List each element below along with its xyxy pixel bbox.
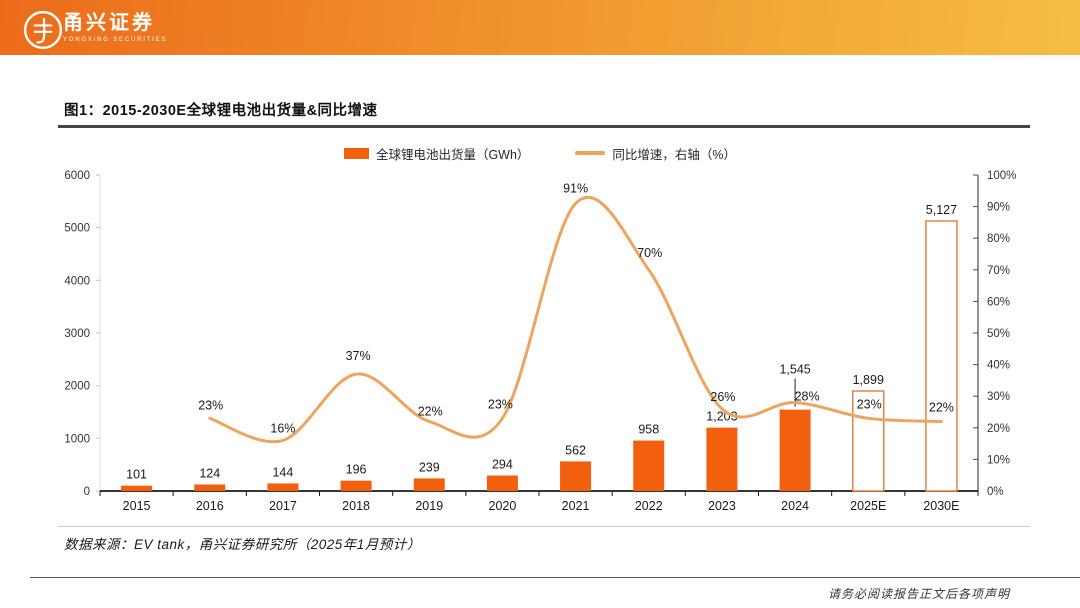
bar-value-label: 1,899 xyxy=(853,373,884,387)
data-source: 数据来源：EV tank，甬兴证券研究所（2025年1月预计） xyxy=(64,537,421,552)
line-series-swatch-icon xyxy=(575,151,606,155)
growth-value-label: 22% xyxy=(418,404,443,418)
right-axis-tick-label: 30% xyxy=(987,391,1010,403)
footer-divider xyxy=(30,577,1080,578)
brand-logo-icon xyxy=(21,8,65,52)
bar-2015 xyxy=(121,485,153,491)
bar-value-label: 958 xyxy=(638,423,659,437)
growth-value-label: 91% xyxy=(563,181,588,195)
left-axis-tick-label: 5000 xyxy=(64,223,90,235)
bar-2030E xyxy=(925,220,958,492)
x-axis-category-label: 2018 xyxy=(342,499,370,513)
right-axis-tick-label: 0% xyxy=(987,486,1004,498)
legend-item-growth: 同比增速，右轴（%） xyxy=(575,144,736,163)
bar-value-label: 196 xyxy=(346,463,367,477)
growth-value-label: 23% xyxy=(857,397,882,411)
bar-series-swatch-icon xyxy=(343,147,369,159)
growth-value-label: 22% xyxy=(929,400,954,414)
disclaimer-note: 请务必阅读报告正文后各项声明 xyxy=(827,587,1010,601)
bar-2018 xyxy=(340,480,372,491)
left-axis-tick-label: 2000 xyxy=(64,381,90,393)
x-axis-category-label: 2024 xyxy=(781,499,809,513)
bar-2017 xyxy=(267,483,299,491)
bar-2016 xyxy=(194,484,226,491)
growth-value-label: 26% xyxy=(710,390,735,404)
right-axis-tick-label: 90% xyxy=(987,202,1010,214)
bar-value-label: 124 xyxy=(199,466,220,480)
chart-legend: 全球锂电池出货量（GWh） 同比增速，右轴（%） xyxy=(0,143,1080,163)
x-axis-category-label: 2030E xyxy=(923,499,959,513)
growth-value-label: 28% xyxy=(795,390,820,404)
bar-2019 xyxy=(413,478,445,491)
bar-2025E xyxy=(852,390,885,492)
right-axis-tick-label: 50% xyxy=(987,328,1010,340)
bar-value-label: 101 xyxy=(126,468,147,482)
legend-item-shipments: 全球锂电池出货量（GWh） xyxy=(343,144,530,163)
right-axis-tick-label: 100% xyxy=(987,170,1016,182)
left-axis-tick-label: 4000 xyxy=(64,275,90,287)
right-axis-tick-label: 80% xyxy=(987,233,1010,245)
growth-value-label: 37% xyxy=(346,349,371,363)
left-axis-tick-label: 0 xyxy=(84,486,90,498)
bar-series-label: 全球锂电池出货量（GWh） xyxy=(375,147,530,162)
bar-2024 xyxy=(779,409,811,491)
bar-value-label: 144 xyxy=(272,465,293,479)
bar-value-label: 1,545 xyxy=(779,363,810,377)
bar-value-label: 562 xyxy=(565,443,586,457)
title-divider xyxy=(58,125,1030,128)
x-axis-category-label: 2019 xyxy=(415,499,443,513)
growth-value-label: 16% xyxy=(270,421,295,435)
left-axis-tick-label: 6000 xyxy=(64,170,90,182)
figure-title: 图1：2015-2030E全球锂电池出货量&同比增速 xyxy=(64,103,378,119)
right-axis-tick-label: 10% xyxy=(987,454,1010,466)
line-series-label: 同比增速，右轴（%） xyxy=(612,147,737,162)
brand-name: 甬兴证券 xyxy=(63,12,155,34)
left-axis-tick-label: 1000 xyxy=(64,433,90,445)
growth-value-label: 70% xyxy=(637,246,662,260)
right-axis-tick-label: 70% xyxy=(987,265,1010,277)
right-axis-tick-label: 40% xyxy=(987,360,1010,372)
right-axis-tick-label: 60% xyxy=(987,296,1010,308)
bar-2021 xyxy=(560,461,592,491)
x-axis-category-label: 2023 xyxy=(708,499,736,513)
x-axis-category-label: 2017 xyxy=(269,499,297,513)
growth-value-label: 23% xyxy=(198,398,223,412)
brand-subtitle: YONGXING SECURITIES xyxy=(63,37,168,43)
bar-2023 xyxy=(706,427,738,491)
x-axis-category-label: 2015 xyxy=(123,499,151,513)
bar-value-label: 294 xyxy=(492,458,513,472)
bar-2020 xyxy=(486,475,518,491)
brand-header: 甬兴证券 YONGXING SECURITIES xyxy=(0,0,1080,55)
combo-chart: 0 1000 2000 3000 4000 5000 6000 0% 10% 20% 30% 40% 5… xyxy=(64,170,1016,513)
x-axis-category-label: 2016 xyxy=(196,499,224,513)
x-axis-category-label: 2022 xyxy=(635,499,663,513)
bar-2022 xyxy=(633,440,665,491)
x-axis-category-label: 2020 xyxy=(489,499,517,513)
source-divider xyxy=(58,526,1030,527)
bar-value-label: 5,127 xyxy=(926,203,957,217)
right-axis-tick-label: 20% xyxy=(987,423,1010,435)
bar-value-label: 239 xyxy=(419,460,440,474)
growth-value-label: 23% xyxy=(488,397,513,411)
x-axis-category-label: 2025E xyxy=(850,499,886,513)
x-axis-category-label: 2021 xyxy=(562,499,590,513)
growth-line xyxy=(208,195,943,444)
left-axis-tick-label: 3000 xyxy=(64,328,90,340)
